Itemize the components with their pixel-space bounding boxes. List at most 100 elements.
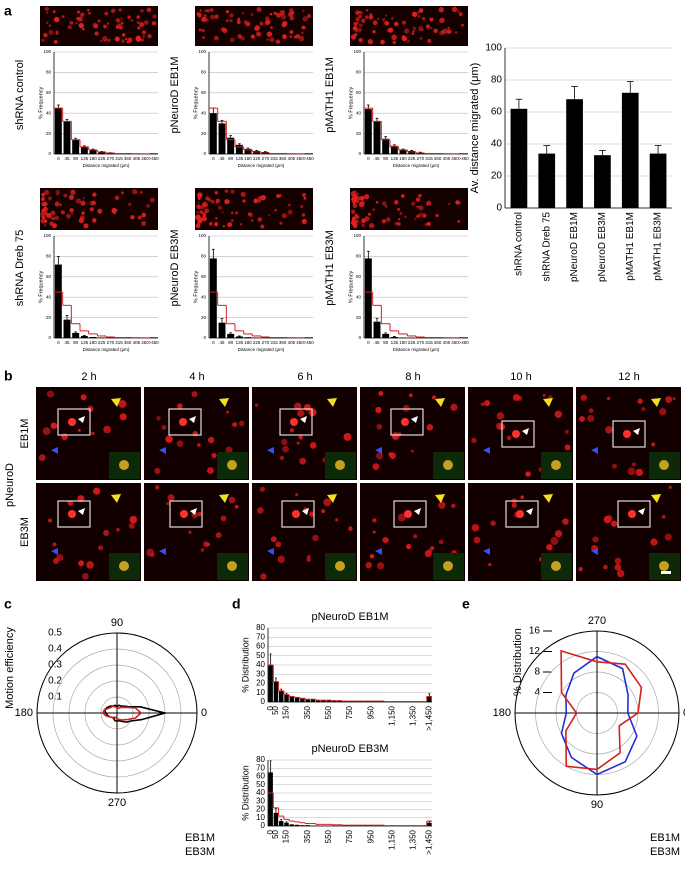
panel-label: a [4,3,12,19]
x-tick-label: 750 [345,829,354,843]
row-label: shRNA Dreb 75 [14,230,26,306]
x-tick-label: 135 [391,340,399,345]
x-tick-label: 150 [282,829,291,843]
legend-entry: EB3M [650,846,680,858]
cell [659,408,667,416]
cell [471,437,477,443]
cell [391,34,397,41]
cell [417,15,421,19]
cell [114,36,120,42]
cell [288,203,291,207]
cell [201,216,207,222]
cell [372,30,376,33]
time-label: 6 h [297,371,312,383]
cell [279,455,285,461]
cell [628,510,636,518]
bar [54,264,62,338]
bar [273,681,279,702]
inset-cell [551,460,561,470]
bar [209,258,217,338]
cell [140,38,145,42]
cell [136,15,140,19]
x-tick-label: >450 [149,340,160,345]
cell [92,218,97,223]
cell [368,212,372,216]
cell [236,20,241,25]
x-tick-label: 950 [366,829,375,843]
cell [130,215,135,220]
cell [47,196,52,201]
cell [225,446,233,454]
arrow-white [302,508,309,515]
bar [300,698,305,702]
bar [244,337,252,338]
cell [69,208,74,213]
r-tick-label: 16 [529,626,541,637]
cell [438,7,444,13]
y-tick-label: 40 [46,110,52,115]
cell [412,26,417,31]
bar [89,336,97,338]
cell [116,528,120,532]
cell [301,192,307,198]
cell [121,191,125,195]
cell [220,515,227,522]
x-tick-label: 0 [212,156,215,161]
bar [63,121,71,154]
bar [427,696,432,702]
arrow-white [411,416,418,423]
cell [38,454,46,462]
arrow-yellow [543,494,553,503]
cell [312,534,319,542]
cell [391,432,400,440]
cell [104,11,109,16]
y-tick-label: 10 [256,813,265,822]
cell [118,8,122,12]
arrow-white [300,416,307,423]
cell [257,217,263,222]
time-label: 8 h [405,371,420,383]
cell [140,191,143,194]
cell [215,532,222,539]
cell [603,564,608,570]
cell [231,211,234,214]
cell [376,423,383,430]
cell [199,9,202,12]
y-axis-label: Av. distance migrated (μm) [469,63,481,194]
row-label: pNeuroD EB3M [169,229,181,306]
cell [230,189,235,194]
legend-entry: EB3M [185,846,215,858]
cell [218,205,223,210]
cell [268,213,271,217]
cell [490,520,496,527]
cell [63,193,68,198]
bar [80,146,88,154]
x-tick-label: 270 [262,156,270,161]
cell [91,200,97,206]
cell [365,561,372,569]
y-tick-label: 70 [256,763,265,772]
cell [408,393,413,398]
x-tick-label: 315 [115,340,123,345]
cell [260,194,266,201]
cell [83,223,89,229]
cell [372,20,378,26]
bar [321,700,326,702]
y-tick-label: 100 [198,49,206,54]
x-tick-label: 90 [228,156,234,161]
chart-title: pNeuroD EB1M [311,611,388,623]
legend-entry: EB1M [650,832,680,844]
y-tick-label: 0 [48,151,51,156]
cell [450,403,458,411]
bar [364,109,372,154]
cell [45,21,49,25]
scale-bar [661,571,671,574]
cell [111,207,117,214]
cell [224,198,230,205]
arrow-white [190,508,197,515]
x-tick-label: 45 [374,340,380,345]
y-tick-label: 60 [256,772,265,781]
arrow-white [78,508,85,515]
cell [281,22,287,28]
